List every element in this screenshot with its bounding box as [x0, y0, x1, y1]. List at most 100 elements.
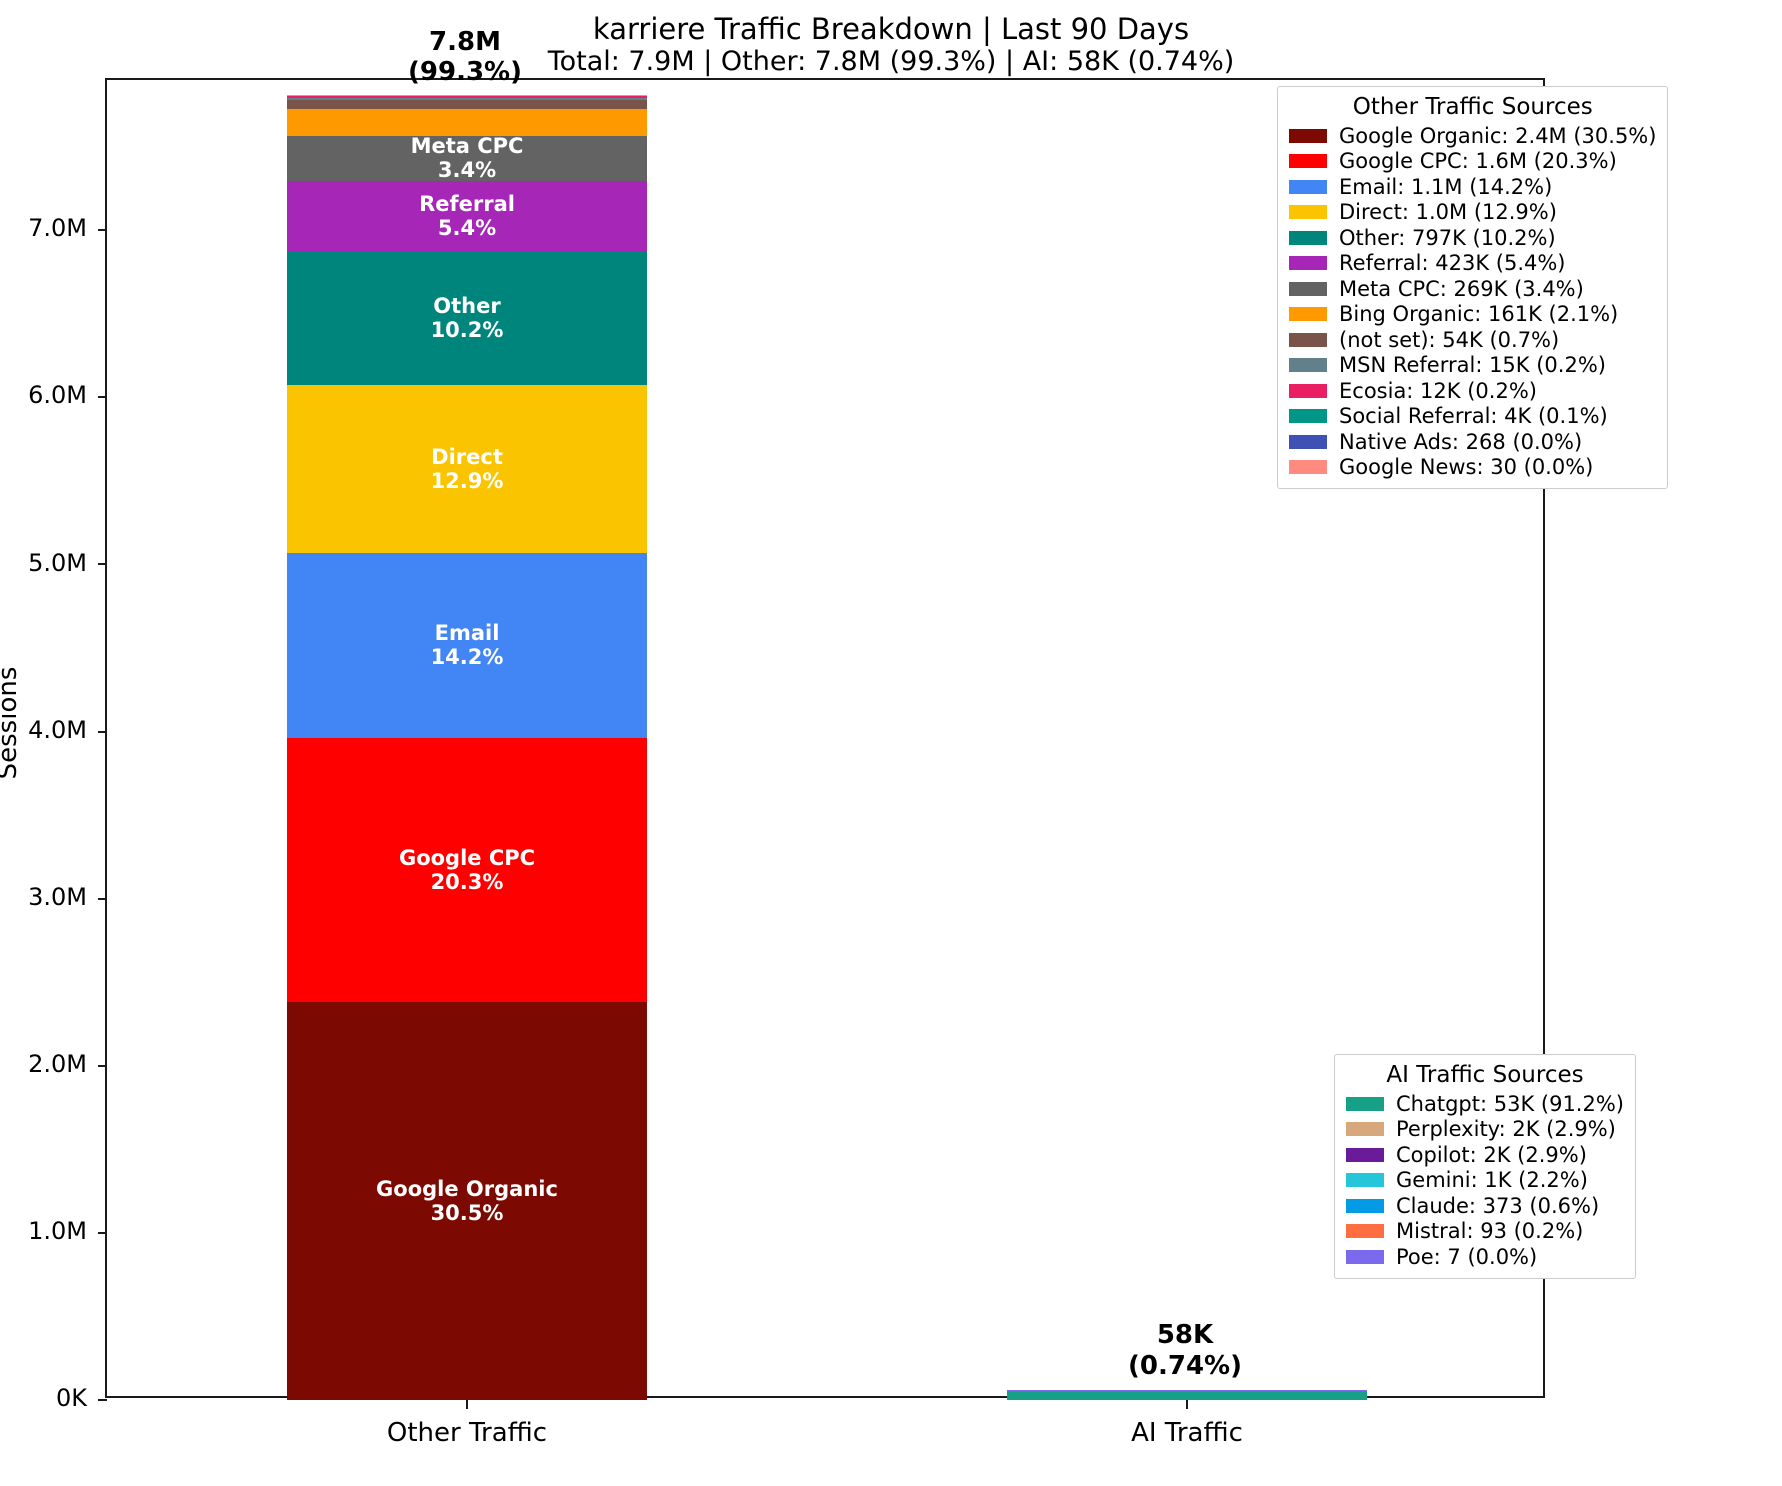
bar-segment-name: Email [434, 621, 500, 646]
bar-segment[interactable] [287, 100, 647, 110]
bar-segment[interactable]: Other 10.2% [287, 251, 647, 385]
legend-other-label: Google News: 30 (0.0%) [1339, 455, 1594, 480]
legend-other-item[interactable]: MSN Referral: 15K (0.2%) [1289, 353, 1656, 379]
bar-segment-name: Google Organic [376, 1177, 558, 1202]
legend-ai-label: Poe: 7 (0.0%) [1396, 1244, 1538, 1269]
y-tick-label: 4.0M [28, 715, 87, 744]
legend-other-item[interactable]: Other: 797K (10.2%) [1289, 225, 1656, 251]
bar-segment[interactable] [1007, 1391, 1367, 1400]
y-tick-label: 7.0M [28, 214, 87, 243]
bar-total-annotation: 7.8M (99.3%) [408, 27, 522, 88]
legend-other-label: Email: 1.1M (14.2%) [1339, 174, 1553, 199]
legend-swatch-icon [1289, 307, 1327, 322]
legend-other-item[interactable]: Google News: 30 (0.0%) [1289, 455, 1656, 481]
legend-swatch-icon [1289, 128, 1327, 143]
legend-swatch-icon [1346, 1122, 1384, 1137]
legend-swatch-icon [1346, 1147, 1384, 1162]
legend-other-label: Meta CPC: 269K (3.4%) [1339, 276, 1584, 301]
legend-ai-item[interactable]: Gemini: 1K (2.2%) [1346, 1168, 1624, 1194]
y-tick-label: 1.0M [28, 1216, 87, 1245]
bar-total-annotation: 58K (0.74%) [1128, 1320, 1242, 1381]
legend-swatch-icon [1346, 1249, 1384, 1264]
bar-segment[interactable] [287, 94, 647, 96]
legend-swatch-icon [1289, 383, 1327, 398]
legend-swatch-icon [1346, 1224, 1384, 1239]
legend-swatch-icon [1289, 434, 1327, 449]
bar-segment[interactable]: Meta CPC 3.4% [287, 135, 647, 181]
bar-segment-name: Referral [419, 192, 515, 217]
legend-ai-item[interactable]: Chatgpt: 53K (91.2%) [1346, 1091, 1624, 1117]
chart-subtitle: Total: 7.9M | Other: 7.8M (99.3%) | AI: … [547, 46, 1235, 78]
bar-segment-percent: 3.4% [437, 158, 497, 181]
bar-segment[interactable] [287, 97, 647, 101]
legend-ai-label: Copilot: 2K (2.9%) [1396, 1142, 1587, 1167]
bar-segment[interactable]: Referral 5.4% [287, 180, 647, 252]
bar-segment-percent: 14.2% [430, 645, 504, 670]
legend-ai-label: Mistral: 93 (0.2%) [1396, 1219, 1584, 1244]
bar-segment[interactable] [1007, 1390, 1367, 1392]
legend-other-item[interactable]: Ecosia: 12K (0.2%) [1289, 378, 1656, 404]
legend-ai-item[interactable]: Perplexity: 2K (2.9%) [1346, 1117, 1624, 1143]
legend-ai-item[interactable]: Poe: 7 (0.0%) [1346, 1244, 1624, 1270]
legend-other-item[interactable]: Native Ads: 268 (0.0%) [1289, 429, 1656, 455]
legend-ai-item[interactable]: Copilot: 2K (2.9%) [1346, 1142, 1624, 1168]
bar-segment-name: Google CPC [398, 846, 536, 871]
y-tick-label: 6.0M [28, 381, 87, 410]
bar-segment-percent: 5.4% [437, 216, 497, 241]
bar-segment[interactable]: Google Organic 30.5% [287, 1002, 647, 1400]
legend-other-label: Google CPC: 1.6M (20.3%) [1339, 149, 1617, 174]
bar-segment-name: Direct [431, 444, 503, 469]
legend-other-item[interactable]: Meta CPC: 269K (3.4%) [1289, 276, 1656, 302]
bar-segment[interactable]: Google CPC 20.3% [287, 737, 647, 1003]
bar-segment-name: Other [433, 294, 501, 319]
bar-segment[interactable]: Direct 12.9% [287, 384, 647, 553]
y-tick-mark [98, 1064, 107, 1067]
x-tick-mark [1185, 1400, 1188, 1409]
legend-other-label: (not set): 54K (0.7%) [1339, 327, 1560, 352]
y-tick-label: 5.0M [28, 548, 87, 577]
legend-other-item[interactable]: Referral: 423K (5.4%) [1289, 251, 1656, 277]
y-tick-mark [98, 229, 107, 232]
legend-other-item[interactable]: Bing Organic: 161K (2.1%) [1289, 302, 1656, 328]
bar-total-percent: (0.74%) [1128, 1350, 1242, 1381]
bar-segment[interactable]: Email 14.2% [287, 552, 647, 738]
legend-other-item[interactable]: Google Organic: 2.4M (30.5%) [1289, 123, 1656, 149]
legend-ai-item[interactable]: Claude: 373 (0.6%) [1346, 1193, 1624, 1219]
bar-segment[interactable] [287, 95, 647, 98]
legend-other-item[interactable]: Email: 1.1M (14.2%) [1289, 174, 1656, 200]
bar-segment[interactable] [287, 109, 647, 136]
y-tick-mark [98, 730, 107, 733]
stacked-bar-other-traffic[interactable]: Google Organic 30.5% Google CPC 20.3% Email 1… [287, 80, 647, 1400]
legend-ai-title: AI Traffic Sources [1386, 1062, 1584, 1088]
y-tick-label: 3.0M [28, 882, 87, 911]
y-tick-mark [98, 396, 107, 399]
legend-other-label: Ecosia: 12K (0.2%) [1339, 378, 1537, 403]
legend-swatch-icon [1346, 1173, 1384, 1188]
y-tick-label: 0K [55, 1384, 87, 1412]
legend-ai-item[interactable]: Mistral: 93 (0.2%) [1346, 1219, 1624, 1245]
y-tick-mark [98, 1398, 107, 1401]
legend-ai-rows: Chatgpt: 53K (91.2%) Perplexity: 2K (2.9%… [1346, 1091, 1624, 1270]
legend-other-label: Other: 797K (10.2%) [1339, 225, 1556, 250]
legend-other-traffic-sources[interactable]: Other Traffic Sources Google Organic: 2.… [1277, 86, 1669, 489]
legend-ai-label: Perplexity: 2K (2.9%) [1396, 1117, 1616, 1142]
legend-other-item[interactable]: (not set): 54K (0.7%) [1289, 327, 1656, 353]
legend-other-item[interactable]: Social Referral: 4K (0.1%) [1289, 404, 1656, 430]
legend-ai-traffic-sources[interactable]: AI Traffic Sources Chatgpt: 53K (91.2%) P… [1334, 1054, 1636, 1279]
stacked-bar-ai-traffic[interactable] [1007, 80, 1367, 1400]
bar-total-value: 58K [1156, 1320, 1214, 1351]
legend-swatch-icon [1289, 358, 1327, 373]
legend-ai-label: Gemini: 1K (2.2%) [1396, 1168, 1588, 1193]
legend-swatch-icon [1289, 409, 1327, 424]
legend-other-label: Bing Organic: 161K (2.1%) [1339, 302, 1619, 327]
legend-other-item[interactable]: Google CPC: 1.6M (20.3%) [1289, 149, 1656, 175]
legend-swatch-icon [1289, 332, 1327, 347]
legend-swatch-icon [1289, 154, 1327, 169]
x-tick-label: AI Traffic [1131, 1418, 1243, 1448]
y-axis-label: Sessions [0, 666, 23, 780]
legend-other-item[interactable]: Direct: 1.0M (12.9%) [1289, 200, 1656, 226]
bar-total-percent: (99.3%) [408, 57, 522, 88]
legend-other-label: Google Organic: 2.4M (30.5%) [1339, 123, 1657, 148]
bar-segment-name: Meta CPC [410, 135, 524, 159]
legend-other-label: Native Ads: 268 (0.0%) [1339, 429, 1583, 454]
